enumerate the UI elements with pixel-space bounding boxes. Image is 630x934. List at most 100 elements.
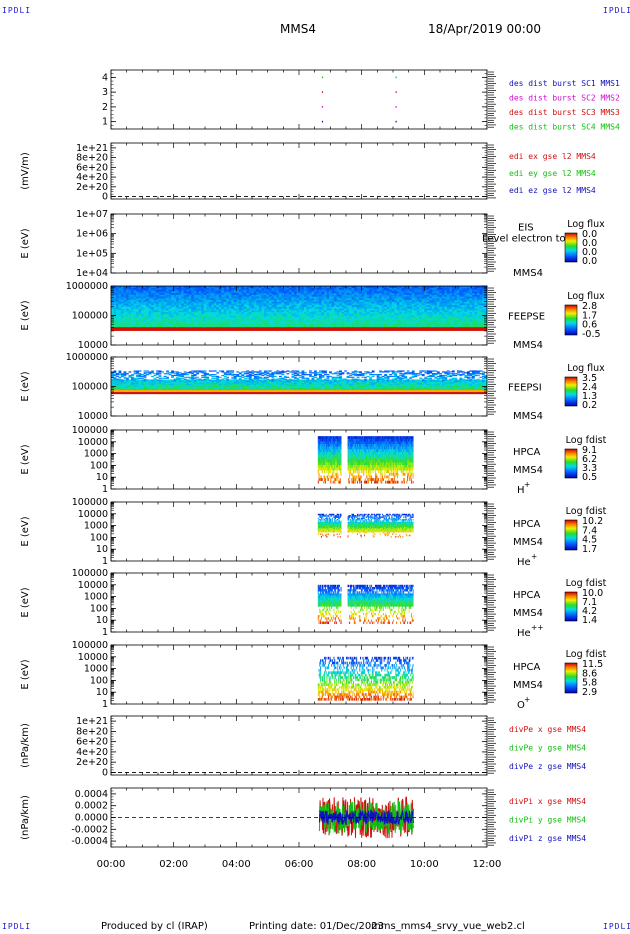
spectrogram-cell [309, 299, 312, 302]
spectrogram-cell [113, 291, 117, 294]
spectrogram-cell [421, 320, 425, 323]
spectrogram-cell [263, 287, 267, 290]
spectrogram-cell [364, 286, 367, 289]
spectrogram-cell [384, 311, 388, 314]
overlay-label: Level electron to [482, 234, 566, 245]
spectrogram-cell [424, 299, 428, 302]
spectrogram-cell [386, 296, 390, 299]
spectrogram-cell [386, 311, 390, 314]
spectrogram-cell [161, 388, 164, 390]
spectrogram-cell [334, 301, 337, 304]
spectrogram-cell [213, 380, 217, 382]
spectrogram-cell [143, 306, 147, 309]
spectrogram-cell [116, 378, 119, 380]
spectrogram-cell [351, 287, 355, 290]
spectrogram-cell [158, 308, 162, 311]
spectrogram-cell [441, 316, 445, 319]
spectrogram-cell [128, 310, 132, 313]
spectrogram-cell [389, 299, 393, 302]
spectrogram-cell [278, 310, 282, 313]
spectrogram-cell [376, 301, 380, 304]
spectrogram-cell [221, 318, 225, 321]
spectrogram-cell [123, 306, 127, 309]
spectrogram-cell [173, 373, 177, 375]
spectrogram-cell [456, 292, 460, 295]
spectrogram-cell [411, 313, 415, 316]
spectrogram-cell [441, 320, 445, 323]
spectrogram-cell [166, 383, 169, 386]
spectrogram-cell [246, 287, 250, 290]
spectrogram-cell [193, 308, 197, 311]
spectrogram-cell [176, 371, 179, 373]
spectrogram-cell [311, 287, 315, 290]
spectrogram-cell [236, 306, 240, 309]
spectrogram-cell [188, 310, 192, 313]
spectrogram-cell [293, 308, 297, 311]
spectrogram-cell [251, 289, 255, 292]
spectrogram-cell [181, 385, 184, 387]
spectrogram-cell [133, 308, 137, 311]
spectrogram-cell [369, 306, 372, 309]
spectrogram-cell [414, 301, 418, 304]
spectrogram-cell [281, 286, 285, 289]
spectrogram-cell [354, 308, 357, 311]
spectrogram-cell [379, 289, 383, 292]
spectrogram-cell [326, 291, 330, 294]
spectrogram-cell [481, 296, 485, 299]
spectrogram-cell [366, 289, 370, 292]
spectrogram-cell [136, 304, 139, 307]
spectrogram-cell [248, 306, 252, 309]
spectrogram-cell [283, 301, 287, 304]
spectrogram-cell [341, 322, 345, 325]
spectrogram-cell [183, 318, 187, 321]
spectrogram-cell [133, 316, 137, 319]
spectrogram-cell [293, 320, 297, 323]
spectrogram-cell [138, 294, 142, 297]
spectrogram-cell [306, 325, 310, 328]
spectrogram-cell [158, 310, 162, 313]
spectrogram-cell [126, 286, 129, 289]
spectrogram-cell [228, 292, 232, 295]
spectrogram-cell [273, 306, 277, 309]
spectrogram-cell [163, 373, 167, 375]
spectrogram-cell [226, 303, 230, 306]
spectrogram-cell [118, 381, 122, 383]
spectrogram-cell [198, 378, 202, 380]
spectrogram-cell [208, 380, 212, 382]
spectrogram-cell [133, 323, 137, 326]
burst-mark [321, 120, 324, 123]
spectrogram-cell [133, 380, 137, 382]
spectrogram-cell [421, 298, 425, 301]
spectrogram-cell [319, 320, 322, 323]
spectrogram-cell [356, 287, 360, 290]
spectrogram-cell [356, 318, 360, 321]
spectrogram-cell [361, 315, 365, 318]
spectrogram-cell [221, 303, 225, 306]
spectrogram-cell [439, 296, 443, 299]
spectrogram-cell [178, 294, 182, 297]
spectrogram-cell [111, 380, 114, 382]
spectrogram-cell [133, 377, 137, 379]
spectrogram-cell [153, 292, 157, 295]
spectrogram-cell [118, 286, 122, 289]
spectrogram-cell [406, 323, 410, 326]
spectrogram-cell [344, 296, 347, 299]
spectrogram-cell [426, 316, 430, 319]
spectrogram-cell [186, 294, 190, 297]
spectrogram-cell [208, 388, 212, 390]
spectrogram-cell [351, 310, 355, 313]
spectrogram-cell [401, 323, 405, 326]
spectrogram-cell [208, 310, 212, 313]
spectrogram-cell [183, 382, 187, 384]
spectrogram-cell [444, 308, 448, 311]
spectrogram-cell [191, 311, 195, 314]
spectrogram-cell [181, 306, 184, 309]
spectrogram-cell [161, 315, 164, 318]
spectrogram-cell [324, 325, 327, 328]
spectrogram-cell [411, 303, 415, 306]
spectrogram-cell [444, 320, 448, 323]
spectrogram-cell [126, 384, 129, 387]
spectrogram-cell [216, 325, 220, 328]
spectrogram-cell [469, 311, 473, 314]
spectrogram-cell [411, 301, 415, 304]
